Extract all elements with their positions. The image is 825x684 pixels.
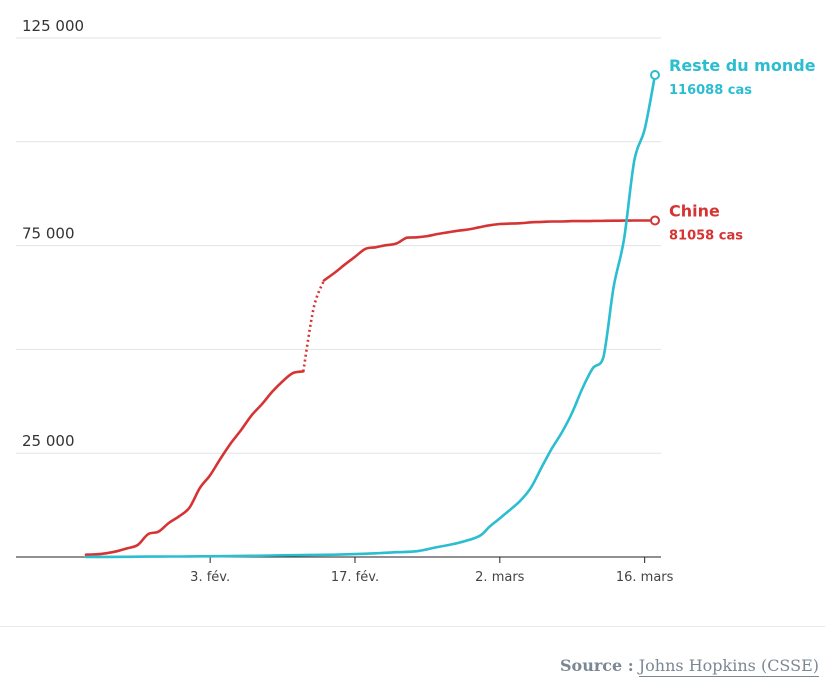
y-tick-label: 75 000 <box>22 225 75 243</box>
x-tick-label: 2. mars <box>475 570 525 585</box>
y-tick-label: 25 000 <box>22 432 75 450</box>
chart-plot: 125 000 75 000 25 000 3. fév. 17. fév. 2. ma… <box>16 17 816 585</box>
source-label: Source : <box>559 656 634 675</box>
series-label-chine: Chine <box>669 201 720 220</box>
gridlines <box>16 37 661 558</box>
end-marker-chine <box>650 215 660 226</box>
y-tick-labels: 125 000 75 000 25 000 <box>22 17 84 450</box>
source-note: Source : Johns Hopkins (CSSE) <box>559 656 819 677</box>
x-tick-label: 17. fév. <box>331 570 379 585</box>
series-value-chine: 81058 cas <box>669 228 743 243</box>
series-lines <box>84 73 657 559</box>
series-line-chine <box>84 370 305 556</box>
series-line-chine-cont <box>322 219 657 282</box>
y-tick-label: 125 000 <box>22 17 84 35</box>
series-line-reste-du-monde <box>84 73 657 559</box>
x-tick-labels: 3. fév. 17. fév. 2. mars 16. mars <box>190 557 674 585</box>
footer-divider <box>0 626 825 627</box>
source-link[interactable]: Johns Hopkins (CSSE) <box>638 656 819 677</box>
series-line-chine-dotted <box>302 280 326 372</box>
x-tick-label: 3. fév. <box>190 570 230 585</box>
series-value-reste-du-monde: 116088 cas <box>669 83 752 98</box>
series-end-labels: Chine 81058 cas Reste du monde 116088 cas <box>650 56 816 243</box>
end-marker-reste-du-monde <box>650 70 660 81</box>
series-label-reste-du-monde: Reste du monde <box>669 56 816 75</box>
x-tick-label: 16. mars <box>616 570 674 585</box>
